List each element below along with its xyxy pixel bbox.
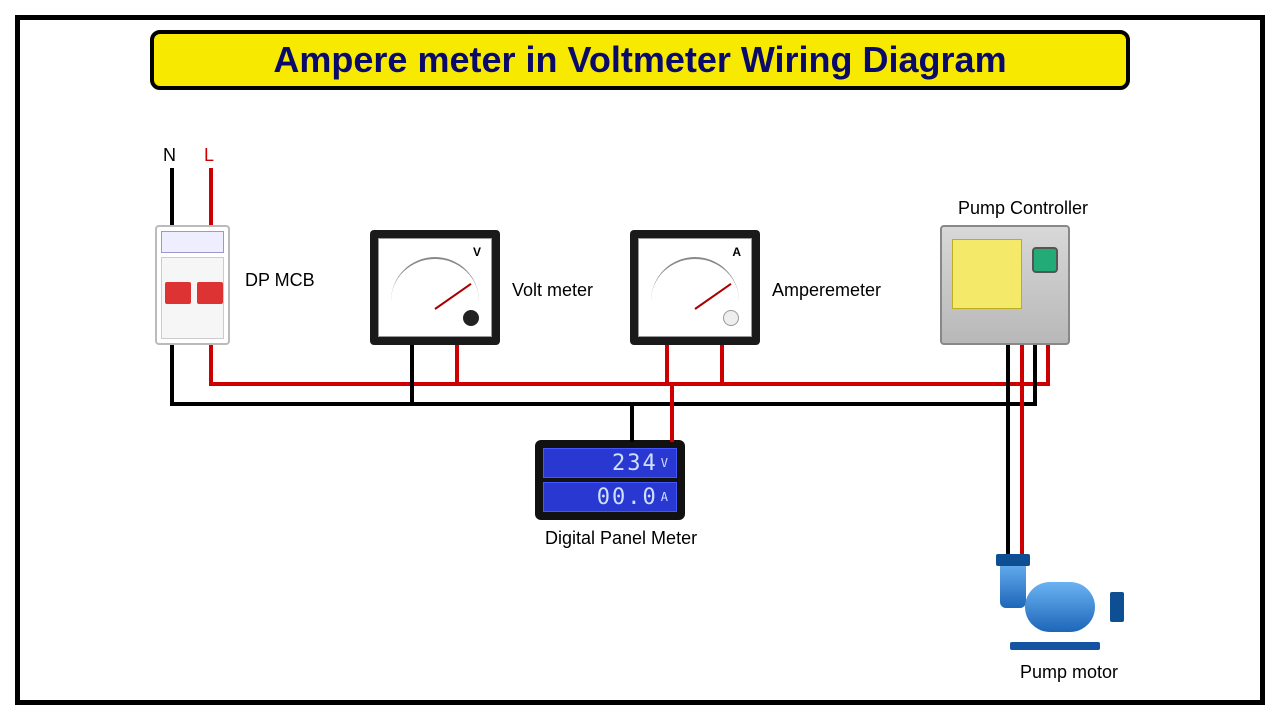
- digital-unit-2: A: [661, 490, 670, 504]
- digital-value-1: 234: [612, 451, 658, 476]
- digital-line-1: 234 V: [543, 448, 677, 478]
- voltmeter-knob: [463, 310, 479, 326]
- digital-unit-1: V: [661, 456, 670, 470]
- voltmeter-face: V: [378, 238, 492, 337]
- mcb-switch-1: [165, 282, 191, 304]
- amperemeter-label: Amperemeter: [772, 280, 881, 301]
- bus-line: [209, 382, 1050, 386]
- wire-voltmeter-n: [410, 345, 414, 405]
- wire-line-mcb-down: [209, 345, 213, 385]
- wire-controller-l: [1046, 345, 1050, 385]
- wire-pump-n: [1006, 345, 1010, 565]
- title-banner: Ampere meter in Voltmeter Wiring Diagram: [150, 30, 1130, 90]
- line-label: L: [204, 145, 214, 166]
- wire-controller-n: [1033, 345, 1037, 405]
- wire-line-in: [209, 168, 213, 225]
- mcb-top: [161, 231, 224, 253]
- digital-line-2: 00.0 A: [543, 482, 677, 512]
- amperemeter-knob: [723, 310, 739, 326]
- mcb-switch-2: [197, 282, 223, 304]
- digital-panel-meter: 234 V 00.0 A: [535, 440, 685, 520]
- title-text: Ampere meter in Voltmeter Wiring Diagram: [273, 39, 1006, 81]
- wire-pump-l: [1020, 345, 1024, 567]
- controller-label: Pump Controller: [958, 198, 1088, 219]
- voltmeter-label: Volt meter: [512, 280, 593, 301]
- pump-controller: [940, 225, 1070, 345]
- wire-voltmeter-l: [455, 345, 459, 385]
- bus-neutral: [170, 402, 1037, 406]
- amperemeter: A: [630, 230, 760, 345]
- wire-neutral-in: [170, 168, 174, 225]
- voltmeter-arc: [391, 257, 479, 307]
- dp-mcb: [155, 225, 230, 345]
- wire-ammeter-in: [665, 345, 669, 385]
- voltmeter: V: [370, 230, 500, 345]
- amperemeter-unit: A: [732, 245, 741, 259]
- wire-digital-n: [630, 402, 634, 442]
- wire-ammeter-out: [720, 345, 724, 385]
- mcb-label: DP MCB: [245, 270, 315, 291]
- digital-label: Digital Panel Meter: [545, 528, 697, 549]
- amperemeter-face: A: [638, 238, 752, 337]
- wire-digital-l: [670, 382, 674, 442]
- pump-outlet: [1000, 560, 1026, 608]
- neutral-label: N: [163, 145, 176, 166]
- pump-body: [1025, 582, 1095, 632]
- pump-cap: [996, 554, 1030, 566]
- pump-label: Pump motor: [1020, 662, 1118, 683]
- controller-plate: [952, 239, 1022, 309]
- wire-neutral-mcb-down: [170, 345, 174, 405]
- pump-base: [1010, 642, 1100, 650]
- pump-motor: [990, 560, 1120, 650]
- controller-button: [1032, 247, 1058, 273]
- voltmeter-unit: V: [473, 245, 481, 259]
- pump-flange: [1110, 592, 1124, 622]
- amperemeter-arc: [651, 257, 739, 307]
- digital-value-2: 00.0: [597, 485, 658, 510]
